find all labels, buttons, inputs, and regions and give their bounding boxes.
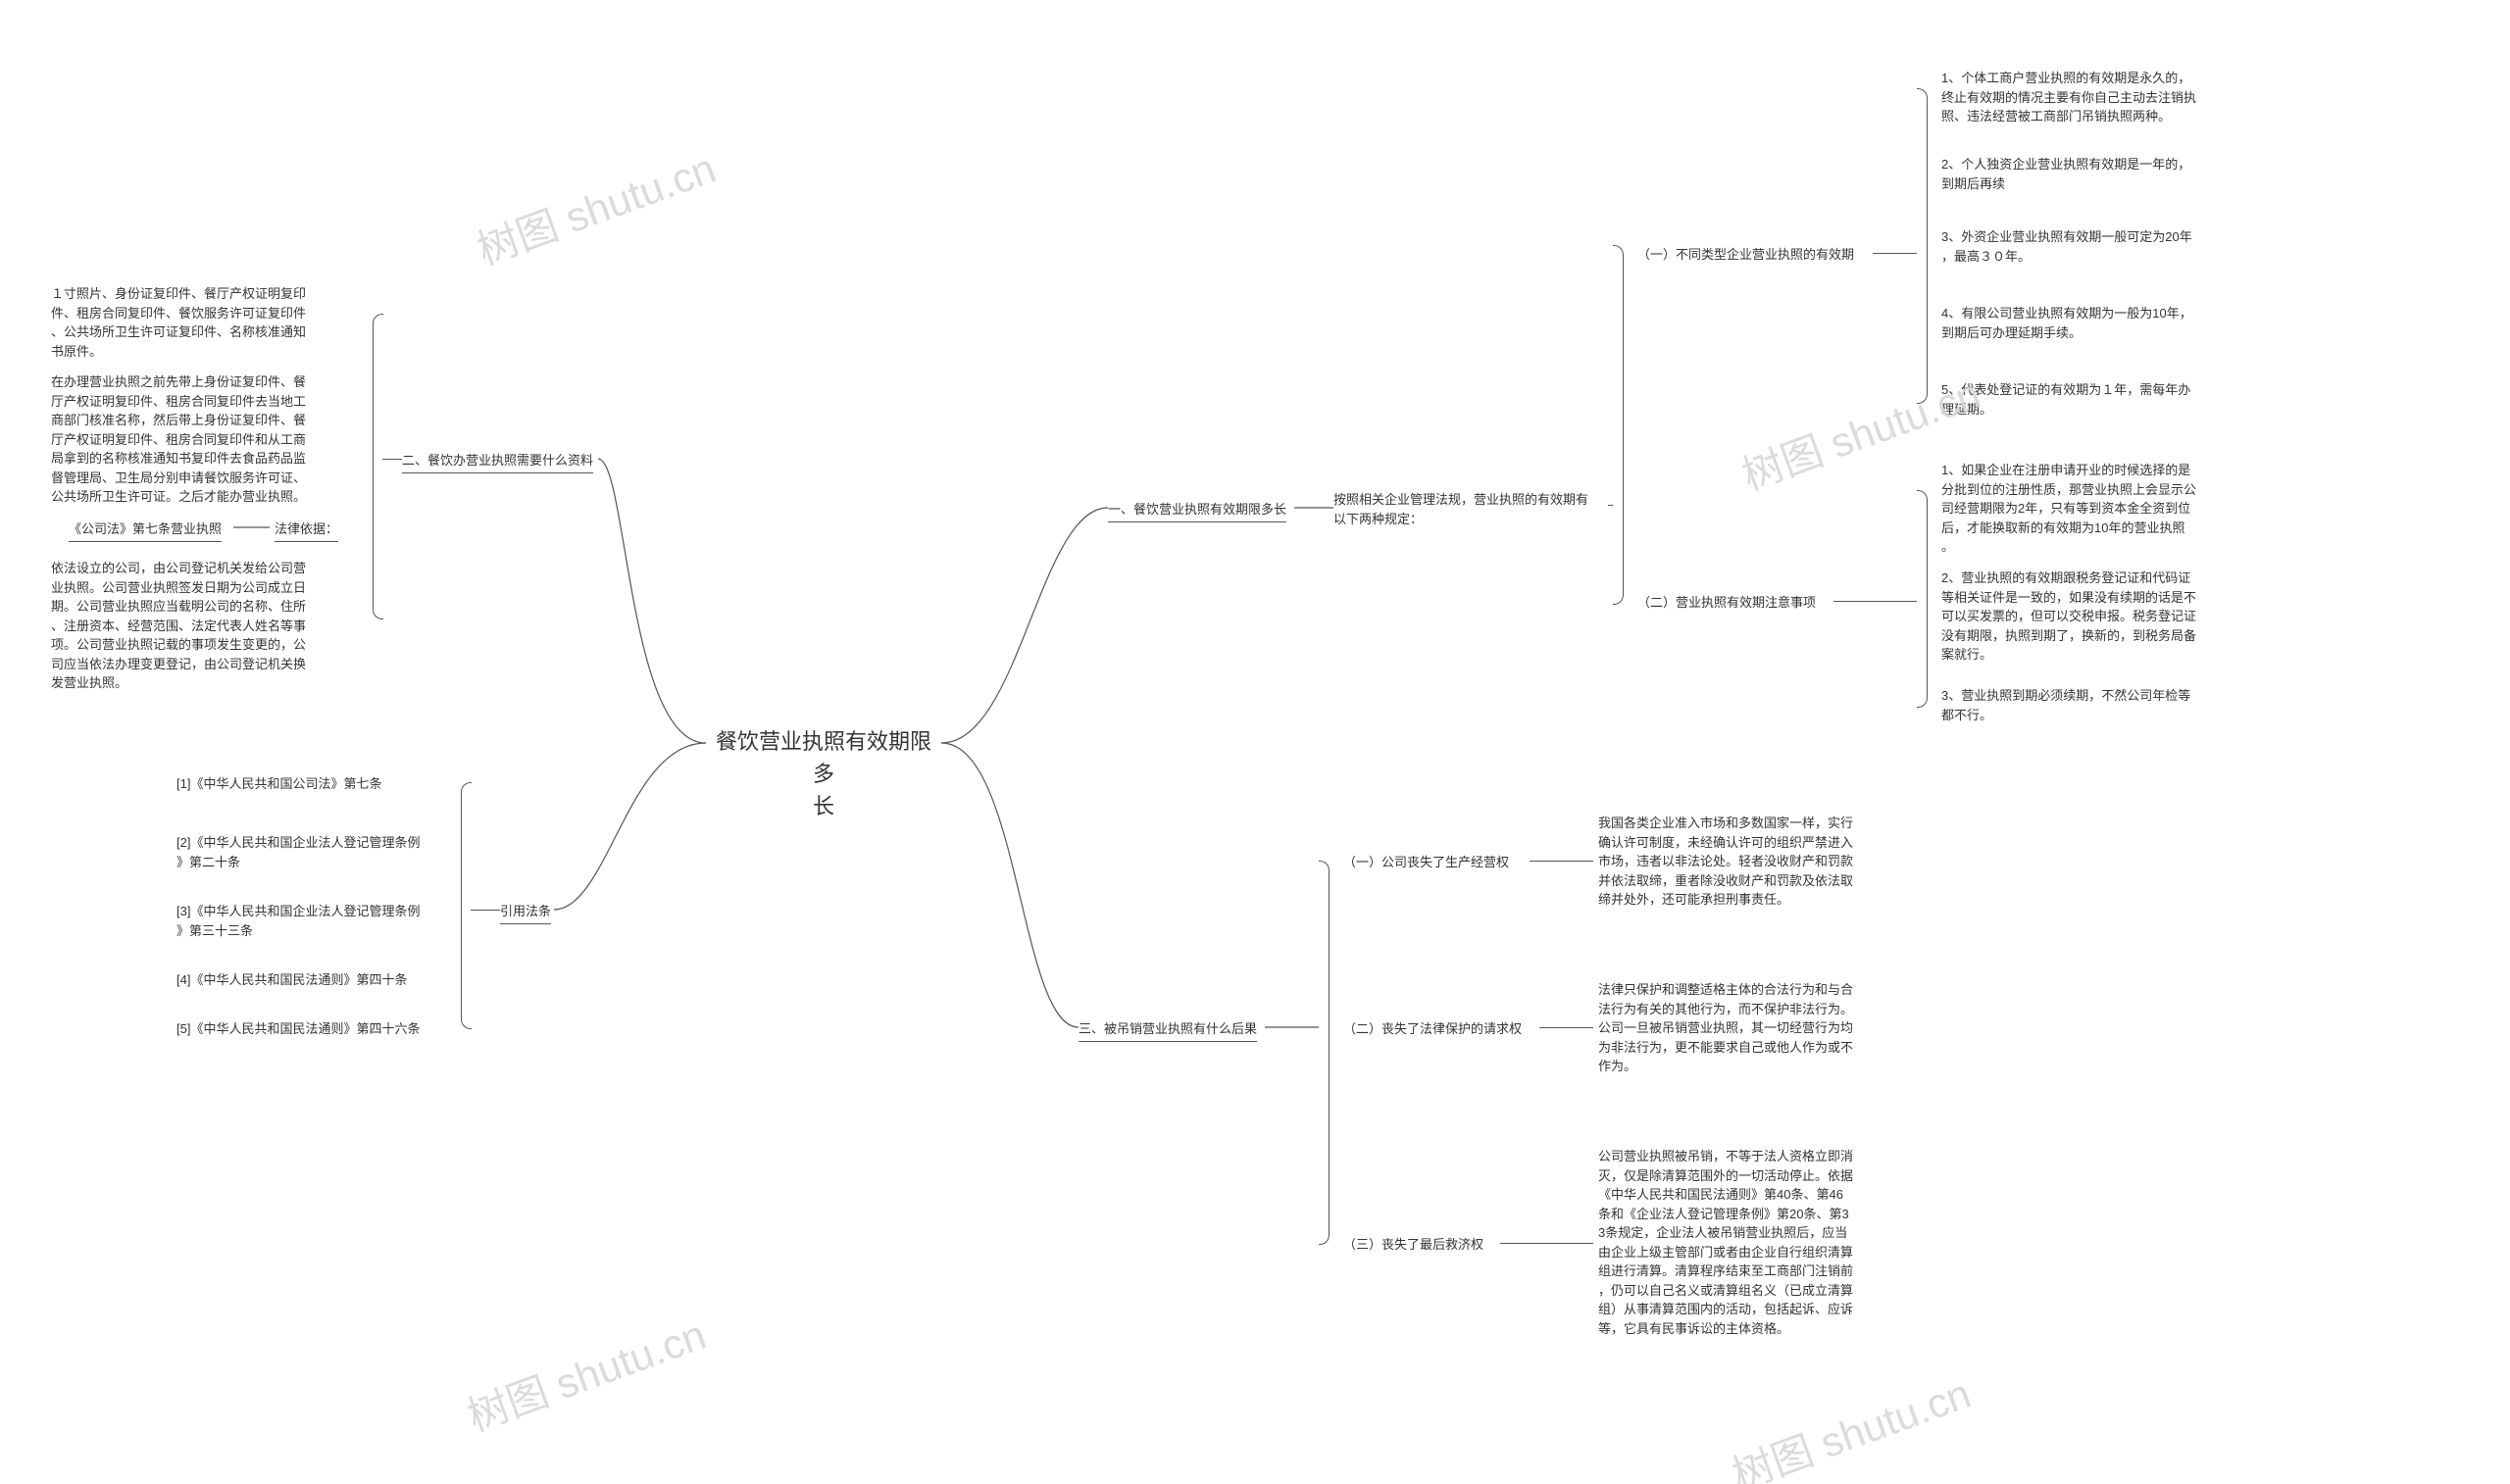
b2-law-a: 《公司法》第七条营业执照	[69, 519, 222, 542]
b1s1-leaf-1: 1、个体工商户营业执照的有效期是永久的， 终止有效期的情况主要有你自己主动去注销…	[1941, 69, 2226, 126]
b1-sub2-label: （二）营业执照有效期注意事项	[1637, 593, 1816, 613]
b3s3-leaf: 公司营业执照被吊销，不等于法人资格立即消 灭，仅是除清算范围外的一切活动停止。依…	[1598, 1147, 1882, 1338]
bracket-b3	[1319, 861, 1330, 1245]
center-topic: 餐饮营业执照有效期限多 长	[706, 725, 941, 822]
b2-leaf-2: 在办理营业执照之前先带上身份证复印件、餐 厅产权证明复印件、租房合同复印件去当地…	[51, 372, 335, 507]
hline-b3s3	[1500, 1243, 1593, 1244]
b1s1-leaf-5: 5、代表处登记证的有效期为１年，需每年办 理延期。	[1941, 380, 2226, 419]
connector-lines	[0, 0, 2510, 1484]
b1s2-leaf-2: 2、营业执照的有效期跟税务登记证和代码证 等相关证件是一致的，如果没有续期的话是…	[1941, 569, 2226, 665]
branch-1-mid: 按照相关企业管理法规，营业执照的有效期有 以下两种规定：	[1333, 490, 1608, 528]
cite-leaf-2: [2]《中华人民共和国企业法人登记管理条例 》第二十条	[176, 833, 451, 871]
cite-leaf-3: [3]《中华人民共和国企业法人登记管理条例 》第三十三条	[176, 902, 451, 940]
b1s1-leaf-2: 2、个人独资企业营业执照有效期是一年的， 到期后再续	[1941, 155, 2226, 193]
hline-cite	[471, 910, 500, 911]
bracket-b1s1	[1917, 88, 1928, 404]
b3-sub1-label: （一）公司丧失了生产经营权	[1343, 853, 1509, 872]
hline-b3s1	[1530, 861, 1593, 862]
b2-law-b: 法律依据：	[275, 519, 338, 542]
branch-1-label: 一、餐饮营业执照有效期限多长	[1108, 500, 1286, 522]
hline-b1s1	[1873, 253, 1917, 254]
hline-b2	[382, 459, 402, 460]
branch-2-label: 二、餐饮办营业执照需要什么资料	[402, 451, 593, 473]
hline-b1-top	[1608, 505, 1613, 506]
b1s1-leaf-4: 4、有限公司营业执照有效期为一般为10年， 到期后可办理延期手续。	[1941, 304, 2226, 342]
b1s2-leaf-1: 1、如果企业在注册申请开业的时候选择的是 分批到位的注册性质，那营业执照上会显示…	[1941, 461, 2226, 557]
bracket-b1	[1613, 245, 1624, 605]
b1s1-leaf-3: 3、外资企业营业执照有效期一般可定为20年 ，最高３０年。	[1941, 227, 2226, 266]
b2-leaf-4: 依法设立的公司，由公司登记机关发给公司营 业执照。公司营业执照签发日期为公司成立…	[51, 559, 335, 693]
cite-leaf-4: [4]《中华人民共和国民法通则》第四十条	[176, 970, 451, 990]
watermark-1: 树图 shutu.cn	[468, 135, 723, 276]
b3-sub2-label: （二）丧失了法律保护的请求权	[1343, 1019, 1522, 1039]
b2-leaf-1: １寸照片、身份证复印件、餐厅产权证明复印 件、租房合同复印件、餐饮服务许可证复印…	[51, 284, 335, 361]
watermark-4: 树图 shutu.cn	[1723, 1360, 1978, 1484]
b1s2-leaf-3: 3、营业执照到期必须续期，不然公司年检等 都不行。	[1941, 686, 2226, 724]
b3-sub3-label: （三）丧失了最后救济权	[1343, 1235, 1483, 1255]
branch-3-label: 三、被吊销营业执照有什么后果	[1079, 1019, 1257, 1042]
b1-sub1-label: （一）不同类型企业营业执照的有效期	[1637, 245, 1854, 265]
b3s2-leaf: 法律只保护和调整适格主体的合法行为和与合 法行为有关的其他行为，而不保护非法行为…	[1598, 980, 1882, 1076]
bracket-cite	[461, 782, 472, 1029]
hline-b1s2	[1833, 601, 1917, 602]
hline-b3s2	[1539, 1027, 1593, 1028]
cite-label: 引用法条	[500, 902, 551, 924]
bracket-b2	[373, 314, 383, 619]
watermark-3: 树图 shutu.cn	[458, 1302, 713, 1443]
bracket-b1s2	[1917, 490, 1928, 708]
cite-leaf-1: [1]《中华人民共和国公司法》第七条	[176, 774, 451, 794]
b3s1-leaf: 我国各类企业准入市场和多数国家一样，实行 确认许可制度，未经确认许可的组织严禁进…	[1598, 814, 1882, 910]
cite-leaf-5: [5]《中华人民共和国民法通则》第四十六条	[176, 1019, 451, 1039]
